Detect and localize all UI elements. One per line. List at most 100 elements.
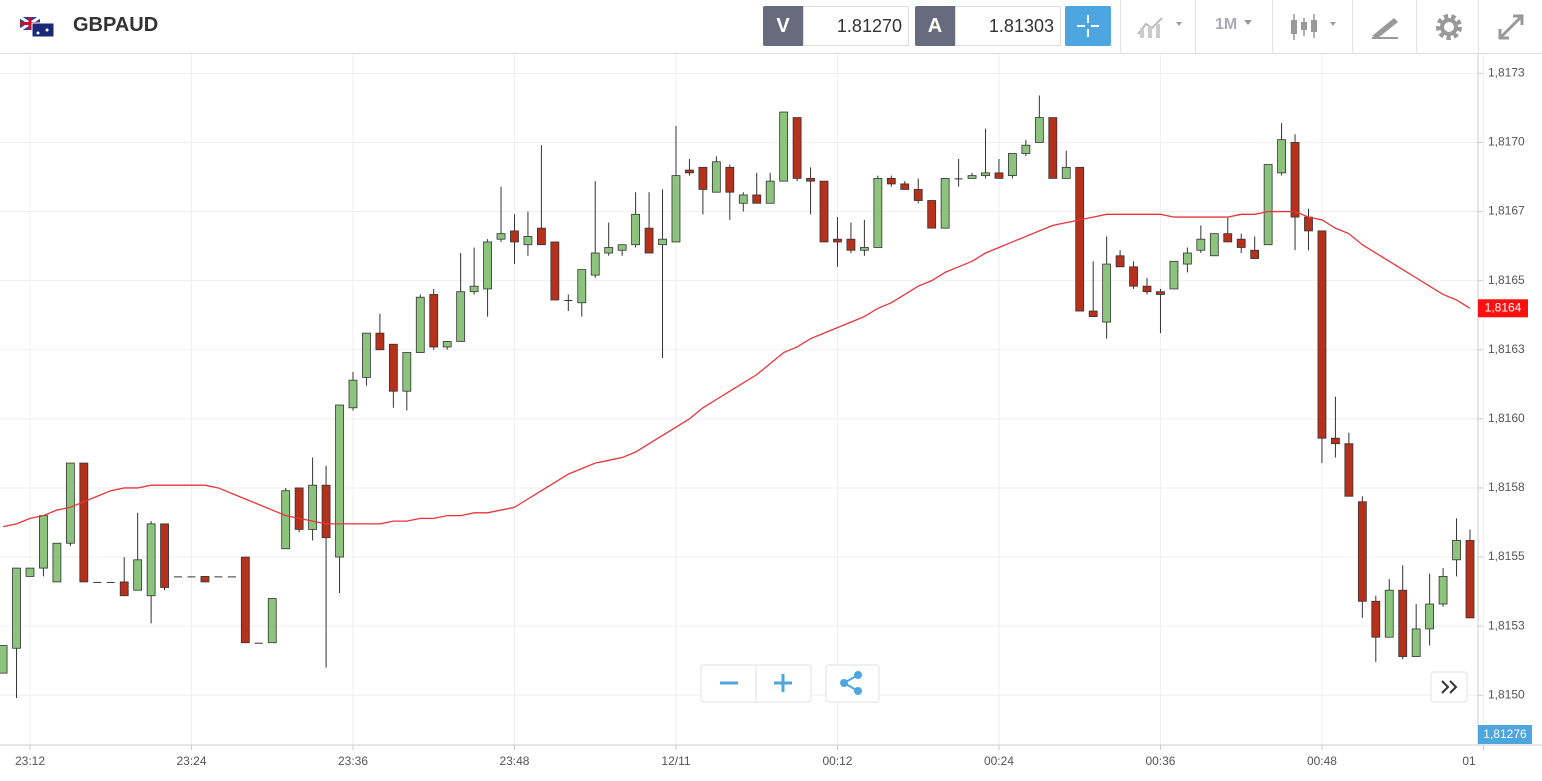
settings-button[interactable] bbox=[1434, 12, 1464, 42]
price-tag-label: 1,81276 bbox=[1483, 727, 1527, 741]
candle-body bbox=[254, 642, 263, 644]
scroll-end-icon[interactable] bbox=[1441, 680, 1458, 694]
fullscreen-button[interactable] bbox=[1496, 12, 1526, 42]
candle-body bbox=[1425, 603, 1435, 630]
candle-style-button[interactable] bbox=[1288, 12, 1344, 42]
x-tick-label: 00:12 bbox=[822, 754, 852, 768]
candle-body bbox=[537, 227, 546, 246]
moving-average-line bbox=[2, 210, 1471, 528]
candle-body bbox=[1263, 164, 1273, 246]
candle-body bbox=[415, 296, 425, 353]
y-tick-label: 1,8160 bbox=[1488, 411, 1525, 425]
candle-body bbox=[174, 576, 183, 578]
candle-body bbox=[335, 404, 344, 558]
crosshair-button[interactable] bbox=[1065, 6, 1111, 46]
candle-body bbox=[1250, 249, 1260, 259]
candle-body bbox=[819, 180, 829, 243]
x-tick-label: 00:36 bbox=[1145, 754, 1175, 768]
candle-body bbox=[725, 166, 735, 193]
y-tick-label: 1,8163 bbox=[1488, 342, 1525, 356]
y-tick-label: 1,8150 bbox=[1488, 687, 1525, 701]
candle-body bbox=[846, 238, 856, 251]
candle-body bbox=[133, 559, 143, 591]
candle-body bbox=[954, 178, 963, 180]
candle-body bbox=[1142, 285, 1152, 293]
x-tick-label: 00:48 bbox=[1307, 754, 1337, 768]
candle-body bbox=[631, 213, 641, 246]
candle-body bbox=[1088, 310, 1098, 317]
chart: 1,8173 1,8170 1,8167 1,8165 1,8163 1,8160 1,81… bbox=[0, 54, 1542, 768]
candle-body bbox=[1156, 291, 1165, 295]
candle-body bbox=[550, 241, 560, 301]
share-box[interactable] bbox=[825, 664, 880, 703]
sell-label[interactable]: V bbox=[763, 6, 803, 46]
candle-body bbox=[994, 172, 1004, 179]
axes: 1,8173 1,8170 1,8167 1,8165 1,8163 1,8160 1,81… bbox=[15, 66, 1532, 768]
candle-body bbox=[738, 194, 748, 204]
buy-label[interactable]: A bbox=[915, 6, 955, 46]
candle-body bbox=[1182, 252, 1192, 265]
candle-body bbox=[913, 189, 923, 201]
candle-body bbox=[362, 332, 371, 378]
candle-body bbox=[604, 247, 614, 254]
candle-body bbox=[442, 341, 452, 348]
candle-body bbox=[1277, 139, 1286, 174]
y-tick-label: 1,8167 bbox=[1488, 204, 1525, 218]
separator bbox=[1416, 0, 1417, 53]
candle-body bbox=[833, 238, 842, 243]
candle-body bbox=[577, 269, 587, 304]
candle-body bbox=[1034, 117, 1044, 143]
candle-body bbox=[1048, 117, 1058, 179]
x-tick-label: 23:48 bbox=[499, 754, 529, 768]
candle-body bbox=[200, 575, 210, 583]
candle-body bbox=[1061, 166, 1071, 179]
sell-price[interactable]: 1.81270 bbox=[803, 6, 909, 46]
y-tick-label: 1,8173 bbox=[1488, 66, 1525, 80]
candle-body bbox=[1465, 540, 1475, 619]
candle-body bbox=[1209, 233, 1219, 257]
x-tick-label: 12/11 bbox=[661, 754, 690, 768]
separator bbox=[1195, 0, 1196, 53]
candle-body bbox=[792, 117, 802, 179]
candle-body bbox=[617, 244, 627, 251]
zoom-in-button[interactable] bbox=[774, 674, 792, 692]
candle-body bbox=[321, 484, 331, 539]
y-tick-label: 1,8170 bbox=[1488, 135, 1525, 149]
plot-area bbox=[0, 95, 1475, 699]
candle-body bbox=[523, 236, 533, 246]
candle-body bbox=[227, 576, 236, 578]
candle-body bbox=[240, 556, 250, 644]
candle-body bbox=[1021, 144, 1031, 154]
candle-body bbox=[1317, 230, 1327, 439]
candle-body bbox=[752, 194, 762, 204]
candle-body bbox=[1236, 238, 1246, 248]
candle-body bbox=[927, 200, 937, 229]
x-tick-label: 23:24 bbox=[176, 754, 206, 768]
draw-button[interactable] bbox=[1370, 14, 1400, 40]
candle-body bbox=[1115, 255, 1125, 268]
candle-body bbox=[1290, 142, 1300, 218]
candle-body bbox=[79, 462, 89, 583]
candle-body bbox=[39, 515, 48, 569]
share-icon[interactable] bbox=[840, 671, 862, 695]
last-value-tag bbox=[1478, 299, 1528, 318]
candle-body bbox=[160, 523, 169, 588]
chart-type-button[interactable] bbox=[1136, 14, 1192, 40]
candle-body bbox=[1331, 437, 1340, 445]
candle-body bbox=[698, 166, 708, 190]
candle-body bbox=[496, 233, 506, 240]
candle-body bbox=[12, 567, 21, 649]
candle-body bbox=[806, 177, 815, 182]
x-tick-label: 00:24 bbox=[984, 754, 1014, 768]
candle-body bbox=[388, 343, 398, 392]
x-tick-label: 01 bbox=[1462, 754, 1476, 768]
candle-body bbox=[779, 111, 789, 182]
timeframe[interactable]: 1M bbox=[1215, 16, 1238, 33]
x-tick-label: 23:12 bbox=[15, 754, 45, 768]
candle-body bbox=[483, 241, 492, 290]
candle-body bbox=[940, 177, 950, 229]
candle-body bbox=[967, 175, 977, 179]
buy-price[interactable]: 1.81303 bbox=[955, 6, 1061, 46]
symbol: GBPAUD bbox=[73, 14, 159, 36]
dropdown-arrow[interactable] bbox=[1240, 14, 1260, 34]
